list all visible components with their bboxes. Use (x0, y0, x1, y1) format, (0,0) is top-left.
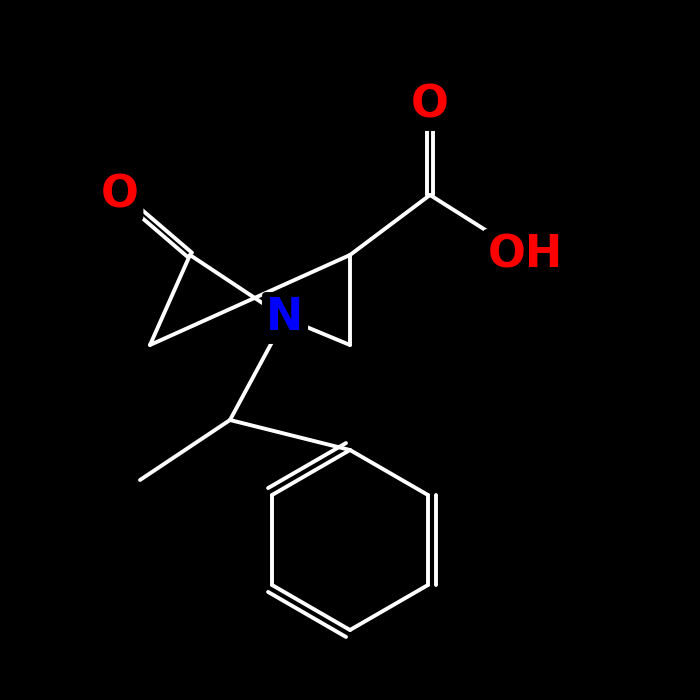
Text: O: O (101, 174, 139, 216)
Text: O: O (411, 83, 449, 127)
Text: OH: OH (487, 234, 563, 276)
Text: N: N (267, 297, 304, 340)
